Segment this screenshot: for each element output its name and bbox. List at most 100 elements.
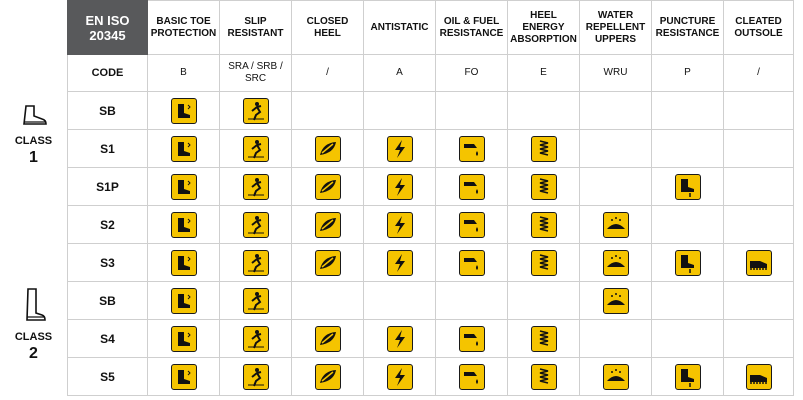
feature-cell — [219, 167, 292, 206]
feature-cell — [147, 319, 220, 358]
col-header: WATER REPELLENT UPPERS — [579, 0, 652, 55]
standard-title: EN ISO 20345 — [67, 0, 148, 55]
feature-cell — [291, 319, 364, 358]
feature-cell — [579, 357, 652, 396]
code-label: CODE — [67, 54, 148, 92]
closed-heel-icon — [314, 211, 341, 238]
closed-heel-icon — [314, 249, 341, 276]
class-1-number: 1 — [29, 149, 38, 166]
heel-spring-icon — [530, 325, 557, 352]
feature-cell — [291, 205, 364, 244]
antistatic-icon — [386, 173, 413, 200]
heel-spring-icon — [530, 135, 557, 162]
feature-cell — [507, 281, 580, 320]
feature-cell — [579, 319, 652, 358]
class-2-number: 2 — [29, 345, 38, 362]
feature-cell — [435, 167, 508, 206]
toe-cap-icon — [170, 287, 197, 314]
feature-cell — [507, 357, 580, 396]
closed-heel-icon — [314, 325, 341, 352]
feature-cell — [723, 243, 794, 282]
feature-cell — [219, 281, 292, 320]
table-row: SB — [67, 91, 794, 130]
col-header: CLOSED HEEL — [291, 0, 364, 55]
heel-spring-icon — [530, 363, 557, 390]
feature-cell — [435, 243, 508, 282]
feature-cell — [363, 129, 436, 168]
feature-cell — [723, 357, 794, 396]
code-cell: B — [147, 54, 220, 92]
feature-cell — [291, 281, 364, 320]
feature-cell — [723, 205, 794, 244]
feature-cell — [435, 91, 508, 130]
feature-cell — [435, 129, 508, 168]
toe-cap-icon — [170, 97, 197, 124]
feature-cell — [651, 91, 724, 130]
code-cell: FO — [435, 54, 508, 92]
water-drops-icon — [602, 211, 629, 238]
feature-cell — [435, 205, 508, 244]
feature-cell — [651, 205, 724, 244]
col-header: SLIP RESISTANT — [219, 0, 292, 55]
feature-cell — [651, 357, 724, 396]
closed-heel-icon — [314, 135, 341, 162]
feature-cell — [723, 167, 794, 206]
oil-icon — [458, 135, 485, 162]
water-drops-icon — [602, 287, 629, 314]
feature-cell — [723, 281, 794, 320]
feature-cell — [651, 129, 724, 168]
feature-cell — [435, 319, 508, 358]
feature-cell — [579, 129, 652, 168]
feature-cell — [147, 129, 220, 168]
standards-table: EN ISO 20345 BASIC TOE PROTECTION SLIP RE… — [67, 0, 794, 396]
feature-cell — [147, 91, 220, 130]
code-row: CODE B SRA / SRB / SRC / A FO E WRU P / — [67, 54, 794, 92]
antistatic-icon — [386, 211, 413, 238]
feature-cell — [507, 167, 580, 206]
toe-cap-icon — [170, 325, 197, 352]
feature-cell — [579, 281, 652, 320]
code-cell: A — [363, 54, 436, 92]
feature-cell — [219, 243, 292, 282]
class-1-label: CLASS 1 — [0, 104, 67, 167]
feature-cell — [363, 91, 436, 130]
feature-cell — [507, 205, 580, 244]
row-label: S1P — [67, 167, 148, 206]
slip-icon — [242, 287, 269, 314]
slip-icon — [242, 211, 269, 238]
feature-cell — [363, 281, 436, 320]
feature-cell — [579, 167, 652, 206]
oil-icon — [458, 211, 485, 238]
oil-icon — [458, 173, 485, 200]
feature-cell — [291, 91, 364, 130]
slip-icon — [242, 325, 269, 352]
code-cell: / — [291, 54, 364, 92]
water-drops-icon — [602, 249, 629, 276]
toe-cap-icon — [170, 173, 197, 200]
puncture-icon — [674, 249, 701, 276]
feature-cell — [363, 243, 436, 282]
class-2-text: CLASS — [14, 331, 53, 343]
feature-cell — [291, 357, 364, 396]
row-label: SB — [67, 91, 148, 130]
feature-cell — [291, 243, 364, 282]
antistatic-icon — [386, 249, 413, 276]
slip-icon — [242, 97, 269, 124]
row-label: S5 — [67, 357, 148, 396]
row-label: SB — [67, 281, 148, 320]
table-row: S4 — [67, 319, 794, 358]
heel-spring-icon — [530, 249, 557, 276]
oil-icon — [458, 363, 485, 390]
table-row: S1 — [67, 129, 794, 168]
row-label: S4 — [67, 319, 148, 358]
feature-cell — [651, 319, 724, 358]
antistatic-icon — [386, 363, 413, 390]
closed-heel-icon — [314, 173, 341, 200]
toe-cap-icon — [170, 211, 197, 238]
feature-cell — [147, 357, 220, 396]
code-cell: P — [651, 54, 724, 92]
feature-cell — [651, 281, 724, 320]
antistatic-icon — [386, 325, 413, 352]
feature-cell — [219, 129, 292, 168]
col-header: BASIC TOE PROTECTION — [147, 0, 220, 55]
